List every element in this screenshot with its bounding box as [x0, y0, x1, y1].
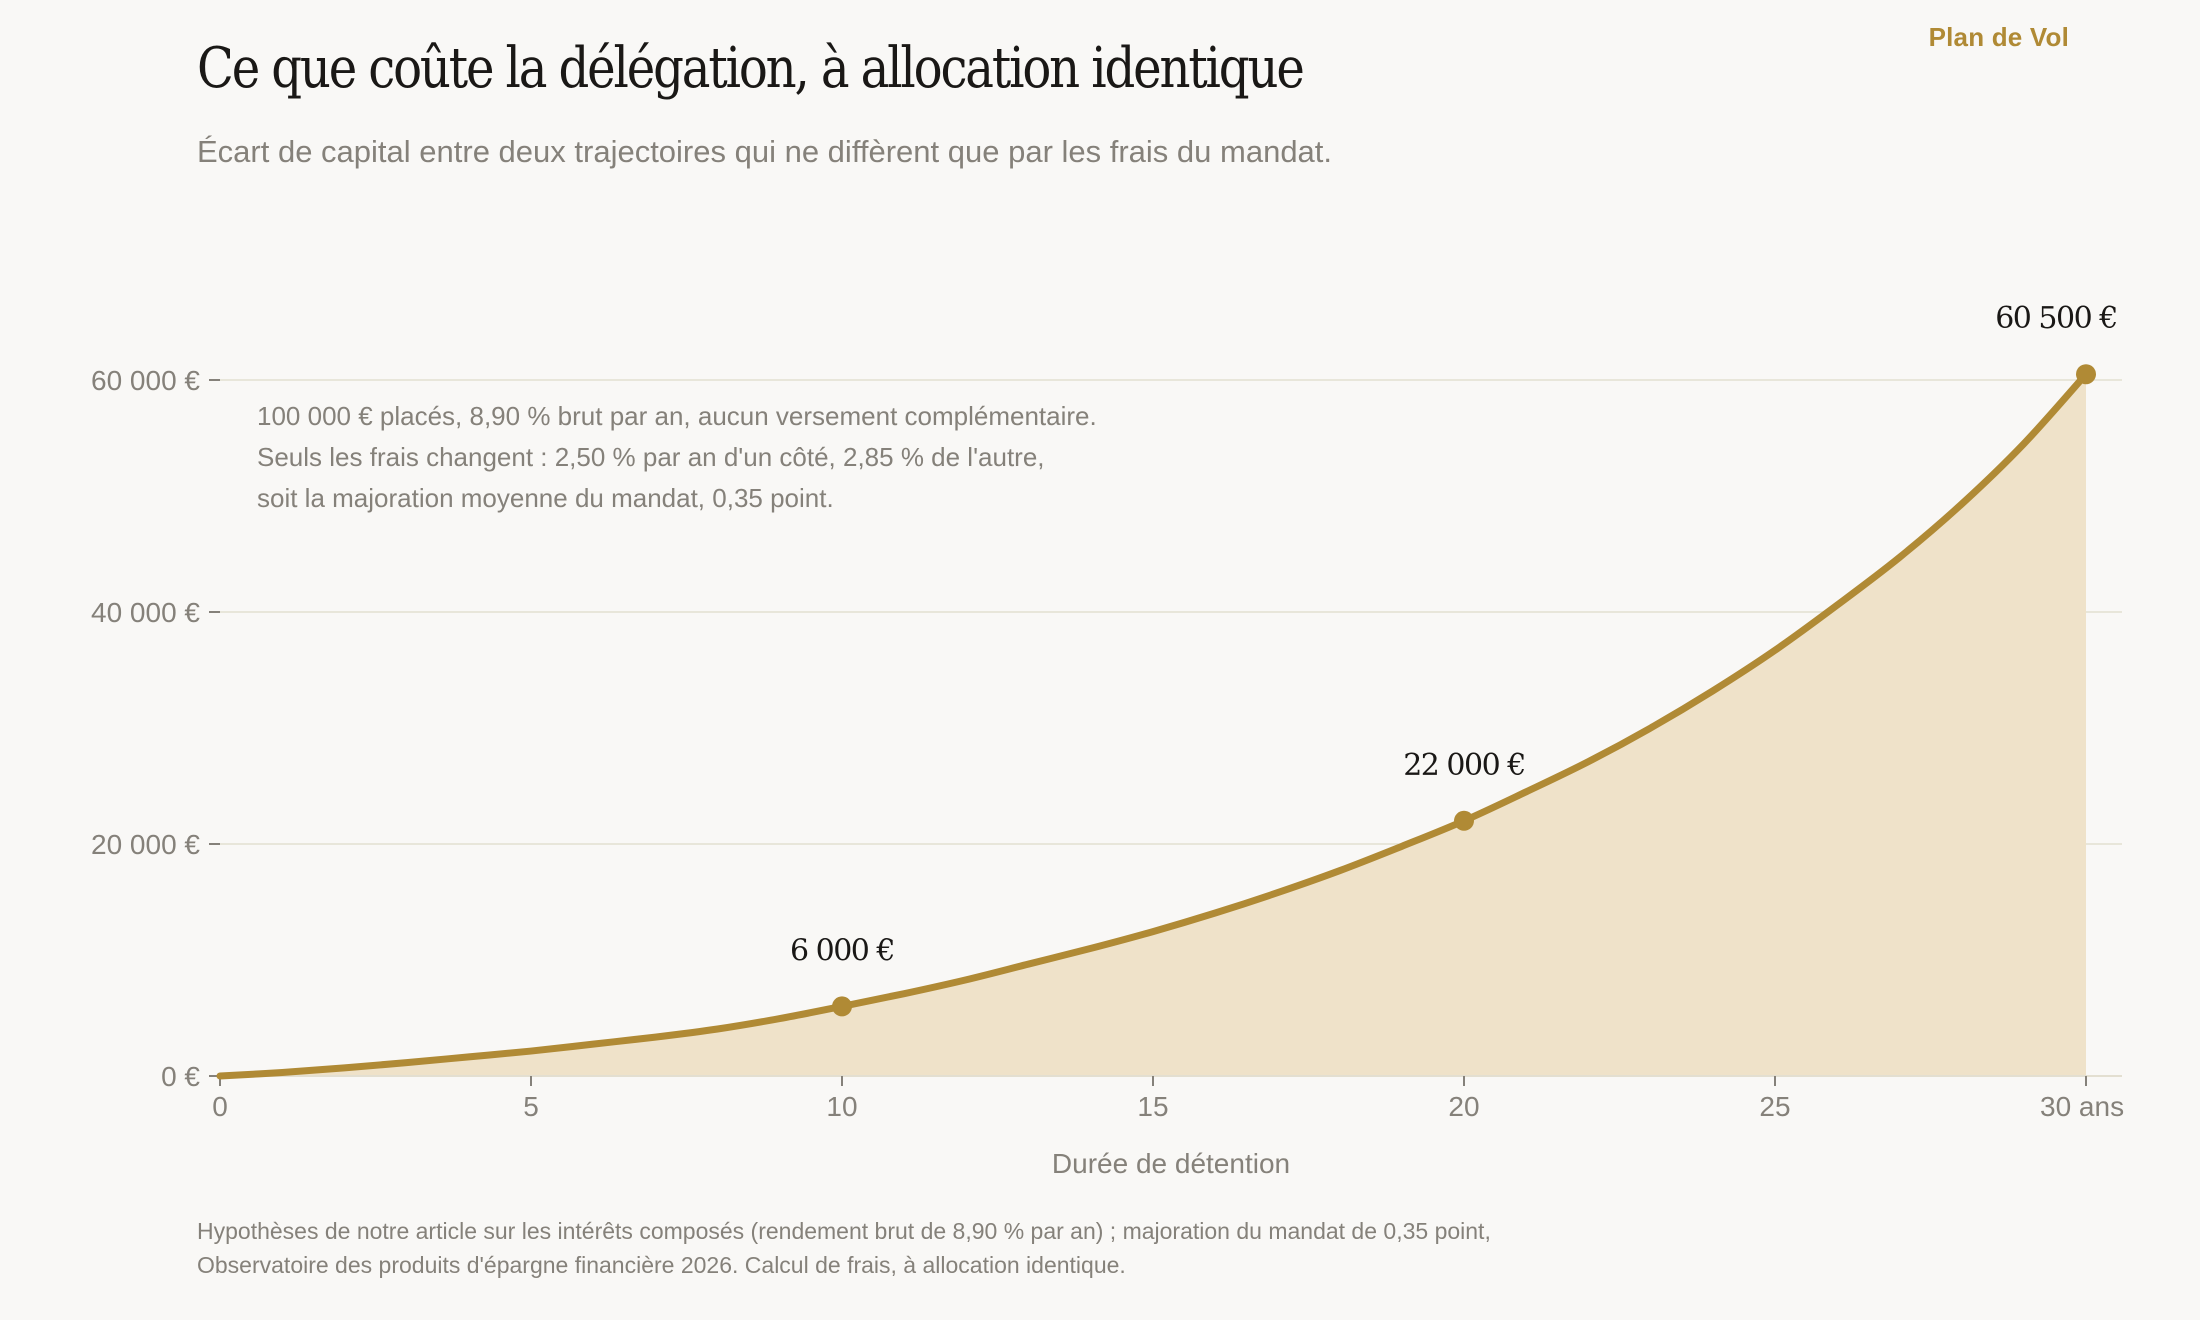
x-tick-label: 15 — [1137, 1091, 1168, 1122]
annotation-line: Seuls les frais changent : 2,50 % par an… — [257, 442, 1045, 472]
source-footnote: Hypothèses de notre article sur les inté… — [197, 1218, 1491, 1278]
x-tick-label: 0 — [212, 1091, 228, 1122]
x-tick-label: 30 ans — [2040, 1091, 2124, 1122]
axis-layer: 0 € 20 000 € 40 000 € 60 000 € 0 5 10 15 20 25 30 … — [91, 365, 2124, 1179]
highlight-point — [1454, 810, 1474, 831]
y-tick-label: 60 000 € — [91, 365, 200, 396]
page-subtitle: Écart de capital entre deux trajectoires… — [197, 134, 1333, 169]
chart-annotation: 100 000 € placés, 8,90 % brut par an, au… — [257, 401, 1097, 513]
data-label: 6 000 € — [790, 933, 894, 968]
annotation-line: 100 000 € placés, 8,90 % brut par an, au… — [257, 401, 1097, 431]
data-label: 22 000 € — [1403, 748, 1525, 783]
y-tick-label: 0 € — [161, 1061, 200, 1092]
gap-line — [216, 370, 2090, 1080]
y-tick-label: 40 000 € — [91, 597, 200, 628]
area-layer — [220, 374, 2086, 1076]
page-title: Ce que coûte la délégation, à allocation… — [197, 36, 1305, 101]
label-layer: 6 000 € 22 000 € 60 500 € — [790, 301, 2118, 968]
line-layer — [216, 364, 2096, 1080]
x-tick-label: 20 — [1448, 1091, 1479, 1122]
annotation-line: soit la majoration moyenne du mandat, 0,… — [257, 483, 834, 513]
x-tick-label: 5 — [523, 1091, 539, 1122]
data-label: 60 500 € — [1995, 301, 2117, 336]
x-axis-title: Durée de détention — [1052, 1148, 1290, 1179]
highlight-point — [832, 996, 852, 1017]
brand-logo: Plan de Vol — [1928, 22, 2069, 52]
x-tick-label: 25 — [1759, 1091, 1790, 1122]
highlight-point — [2076, 364, 2096, 385]
x-tick-label: 10 — [826, 1091, 857, 1122]
gap-area — [220, 374, 2086, 1076]
y-tick-label: 20 000 € — [91, 829, 200, 860]
